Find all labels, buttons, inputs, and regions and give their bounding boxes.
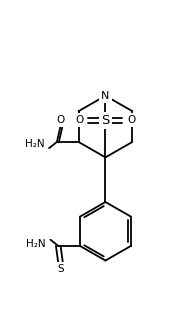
Text: S: S [57, 264, 64, 274]
Text: S: S [101, 114, 110, 127]
Text: O: O [76, 115, 84, 125]
Text: N: N [101, 91, 110, 101]
Text: O: O [127, 115, 135, 125]
Text: O: O [57, 115, 65, 125]
Text: H₂N: H₂N [25, 139, 45, 149]
Text: H₂N: H₂N [26, 239, 46, 249]
